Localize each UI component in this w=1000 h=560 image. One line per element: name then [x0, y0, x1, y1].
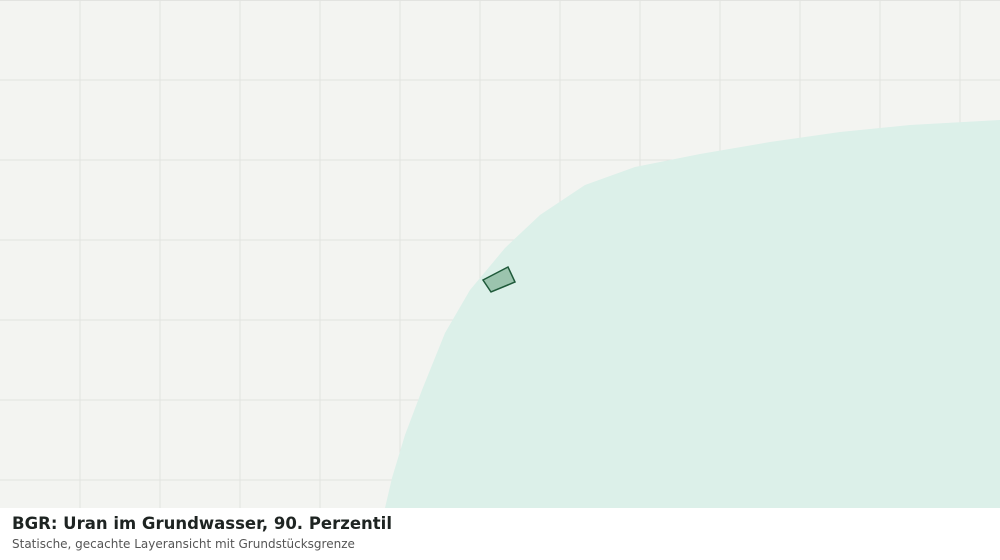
uranium-layer-area — [385, 120, 1000, 508]
caption: BGR: Uran im Grundwasser, 90. Perzentil … — [0, 508, 1000, 560]
caption-title: BGR: Uran im Grundwasser, 90. Perzentil — [12, 514, 392, 533]
caption-subtitle: Statische, gecachte Layeransicht mit Gru… — [12, 537, 355, 551]
map — [0, 0, 1000, 508]
parcel-boundary — [481, 265, 517, 293]
